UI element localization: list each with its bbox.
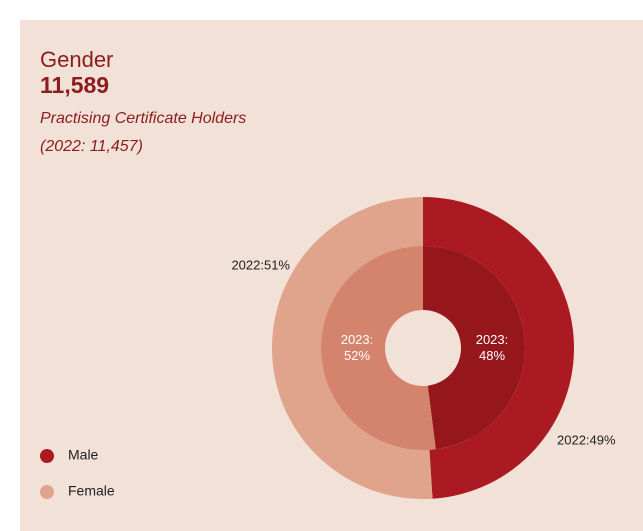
- subtitle-note: (2022: 11,457): [40, 138, 143, 155]
- legend-label: Female: [68, 483, 115, 499]
- slice: [271, 197, 433, 499]
- value-label: 2023: 52%: [340, 332, 374, 363]
- legend-swatch: [40, 449, 54, 463]
- total: 11,589: [40, 72, 110, 98]
- subtitle: Practising Certificate Holders: [40, 110, 247, 127]
- legend-swatch: [40, 485, 54, 499]
- chart-title: Gender: [40, 47, 114, 72]
- value-label: 2022:51%: [231, 257, 290, 272]
- slice: [423, 197, 574, 499]
- slice: [321, 246, 436, 450]
- value-label: 2023: 48%: [475, 332, 509, 363]
- slice: [423, 246, 526, 450]
- value-label: 2022:49%: [557, 432, 616, 447]
- legend-label: Male: [68, 447, 99, 463]
